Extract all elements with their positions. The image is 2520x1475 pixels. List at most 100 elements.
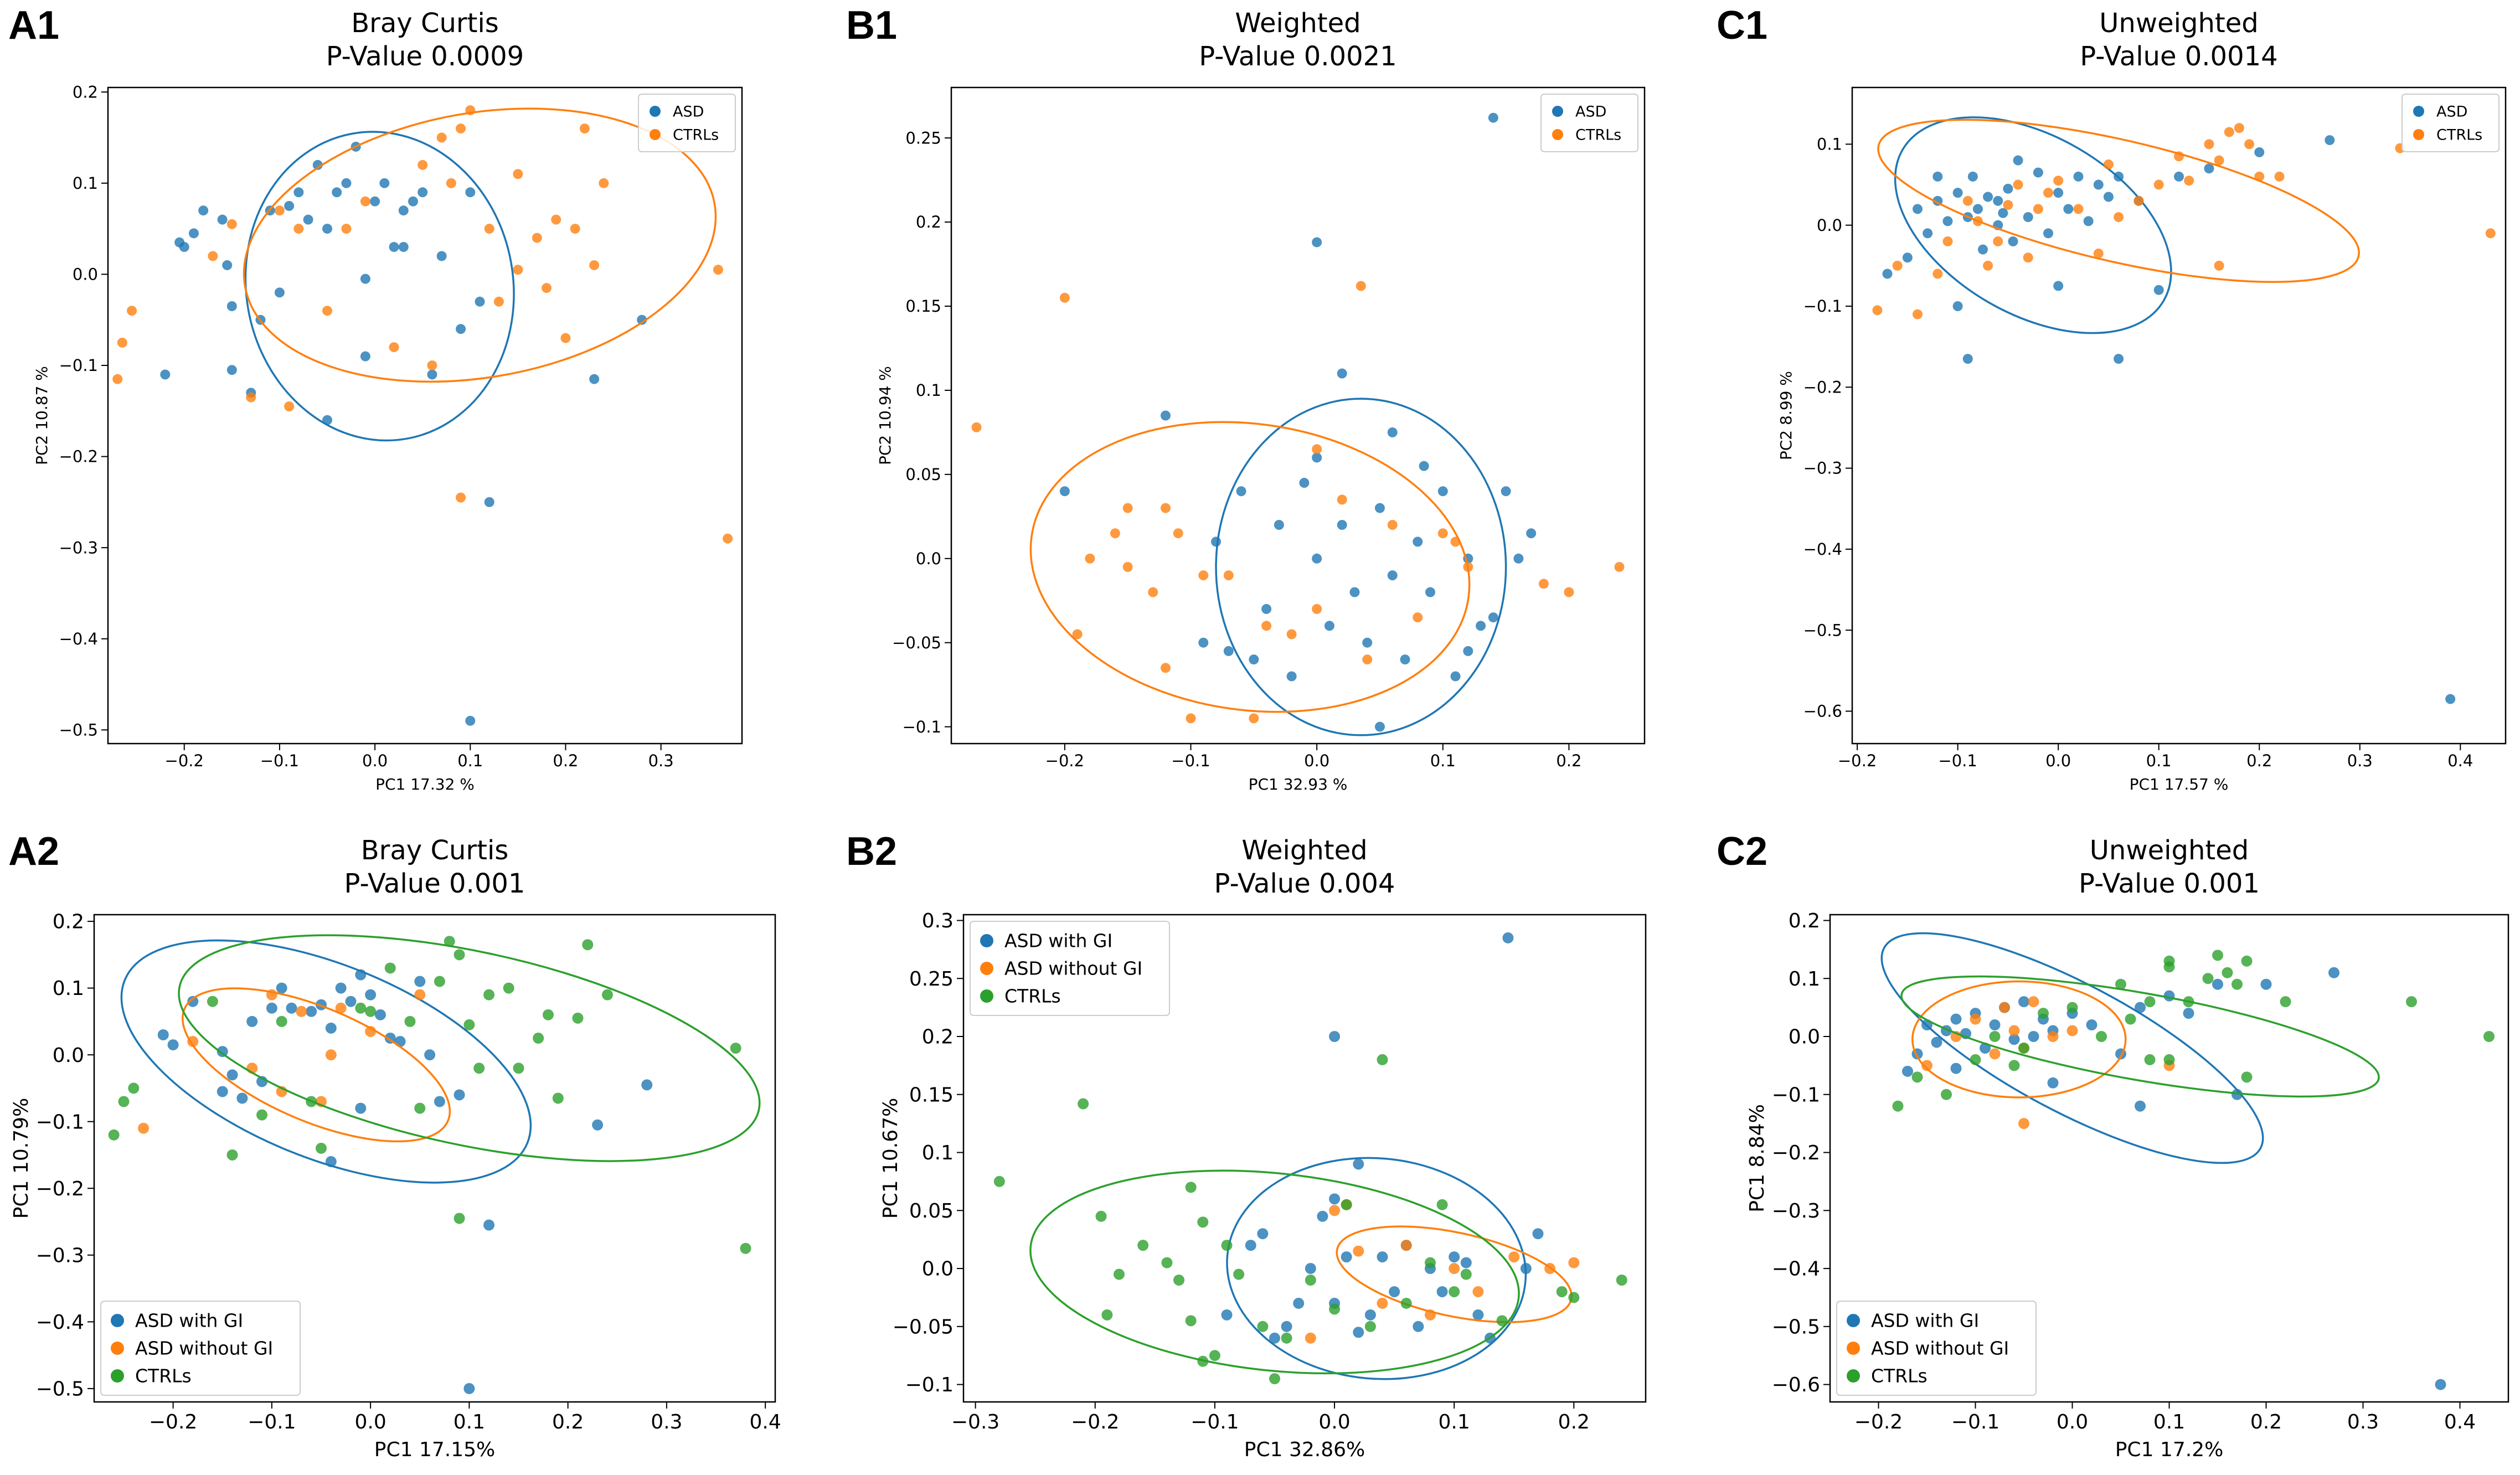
data-point — [332, 187, 342, 198]
legend-label: CTRLs — [1575, 126, 1621, 143]
y-tick-label: −0.3 — [59, 538, 98, 557]
data-point — [1059, 292, 1070, 303]
y-tick-label: 0.1 — [73, 174, 98, 193]
data-point — [188, 228, 199, 239]
data-point — [2028, 1031, 2039, 1042]
data-point — [1413, 1321, 1424, 1332]
y-tick-label: −0.6 — [1803, 702, 1842, 721]
data-point — [1419, 461, 1429, 471]
x-tick-label: 0.2 — [2246, 751, 2272, 770]
data-point — [1902, 1065, 1913, 1077]
data-point — [2093, 179, 2104, 190]
data-point — [1329, 1193, 1341, 1205]
data-point — [2224, 127, 2234, 137]
data-point — [138, 1122, 150, 1134]
y-tick-label: 0.0 — [73, 265, 98, 284]
x-tick-label: −0.1 — [1191, 1411, 1239, 1433]
data-point — [2280, 996, 2291, 1008]
data-point — [1931, 1036, 1942, 1048]
data-point — [1932, 269, 1943, 279]
y-tick-label: −0.5 — [36, 1378, 84, 1400]
data-point — [2445, 694, 2456, 704]
data-point — [1892, 260, 1903, 271]
data-point — [1148, 587, 1158, 597]
data-point — [398, 242, 409, 252]
data-point — [157, 1029, 169, 1040]
data-point — [2086, 1019, 2098, 1031]
data-point — [1501, 486, 1511, 497]
legend-marker — [1847, 1342, 1860, 1355]
x-tick-label: −0.2 — [165, 751, 204, 770]
y-axis-label: PC2 10.87 % — [33, 366, 51, 465]
legend-label: ASD with GI — [1871, 1310, 1979, 1332]
data-point — [1374, 503, 1385, 513]
x-tick-label: 0.1 — [457, 751, 483, 770]
x-axis-label: PC1 17.2% — [2115, 1438, 2224, 1461]
y-tick-label: 0.2 — [916, 213, 941, 231]
data-point — [2183, 1008, 2194, 1019]
data-point — [2053, 176, 2064, 186]
y-axis-label: PC2 10.94 % — [876, 366, 894, 465]
x-tick-label: 0.0 — [1318, 1411, 1350, 1433]
legend-marker — [650, 106, 661, 117]
series-asd — [1059, 112, 1537, 736]
data-point — [1913, 309, 1923, 319]
legend-box — [1540, 94, 1638, 152]
data-point — [1312, 553, 1322, 564]
data-point — [370, 196, 380, 207]
data-point — [589, 374, 600, 384]
data-point — [1413, 537, 1423, 547]
data-point — [1317, 1210, 1328, 1222]
data-point — [1437, 486, 1448, 497]
data-point — [1400, 1297, 1412, 1309]
data-point — [1970, 1054, 1981, 1065]
data-point — [637, 314, 647, 325]
legend-box — [100, 1301, 301, 1396]
data-point — [1245, 1240, 1256, 1251]
data-point — [1983, 192, 1993, 202]
y-tick-label: −0.6 — [1772, 1374, 1820, 1396]
data-point — [2144, 1054, 2156, 1065]
data-point — [493, 296, 504, 307]
series-ctrls — [1872, 118, 2496, 319]
data-point — [1952, 188, 1963, 198]
data-point — [1286, 671, 1297, 682]
data-point — [266, 1002, 277, 1014]
data-point — [1337, 494, 1347, 505]
data-point — [2183, 996, 2194, 1008]
legend-label: ASD with GI — [1004, 930, 1112, 952]
data-point — [187, 996, 199, 1007]
data-point — [434, 1096, 445, 1107]
data-point — [2003, 183, 2013, 194]
data-point — [1513, 553, 1524, 564]
data-point — [1312, 444, 1322, 455]
y-tick-label: 0.1 — [1817, 135, 1842, 154]
data-point — [1616, 1275, 1627, 1286]
data-point — [1356, 281, 1366, 291]
data-point — [454, 949, 465, 961]
legend-marker — [1847, 1369, 1860, 1383]
data-point — [404, 1015, 416, 1027]
data-point — [1286, 629, 1297, 639]
data-point — [325, 1049, 337, 1061]
data-point — [2008, 1034, 2020, 1045]
confidence-ellipse — [1215, 398, 1507, 736]
data-point — [2222, 967, 2233, 978]
data-point — [2483, 1031, 2495, 1042]
x-tick-label: 0.2 — [1556, 751, 1581, 770]
y-axis-label: PC1 8.84% — [1746, 1104, 1769, 1213]
data-point — [1337, 520, 1347, 530]
data-point — [513, 1063, 524, 1074]
data-point — [436, 132, 447, 143]
data-point — [2047, 1031, 2059, 1042]
data-point — [2214, 155, 2224, 166]
legend-label: CTRLs — [1004, 986, 1061, 1007]
data-point — [2083, 216, 2094, 226]
data-point — [1160, 410, 1171, 421]
y-tick-label: −0.1 — [1772, 1084, 1820, 1106]
data-point — [274, 287, 285, 298]
data-point — [306, 1005, 317, 1017]
data-point — [1400, 654, 1410, 665]
